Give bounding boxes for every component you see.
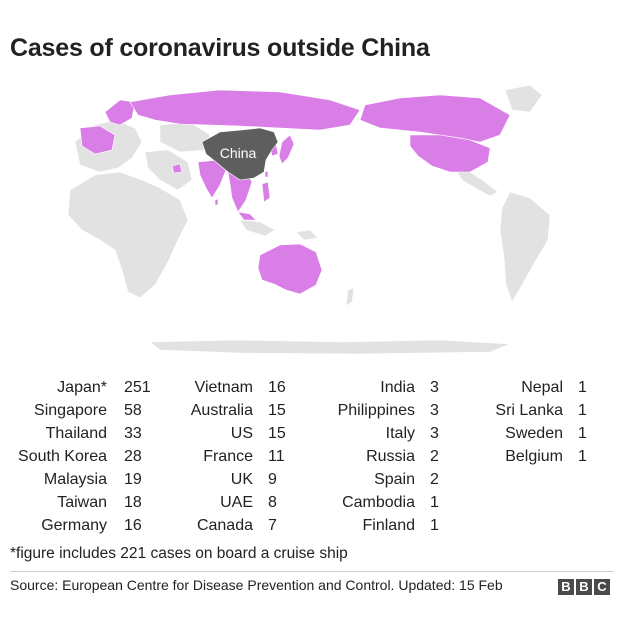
case-count: 16	[268, 379, 286, 396]
country-name: US	[230, 425, 253, 442]
region-europe-affected	[79, 125, 116, 155]
china-label: China	[220, 145, 257, 161]
case-count: 15	[268, 402, 286, 419]
country-name: Russia	[366, 448, 415, 465]
country-name: Spain	[374, 471, 415, 488]
country-name: France	[203, 448, 253, 465]
case-count: 251	[124, 379, 151, 396]
logo-letter: B	[558, 579, 574, 595]
case-count: 7	[268, 517, 277, 534]
region-sri-lanka	[214, 198, 219, 206]
world-map: China	[67, 84, 551, 355]
case-count: 33	[124, 425, 142, 442]
case-count: 8	[268, 494, 277, 511]
country-name: Australia	[190, 402, 253, 419]
case-count: 1	[578, 448, 587, 465]
country-name: Vietnam	[194, 379, 253, 396]
case-count: 19	[124, 471, 142, 488]
country-name: Japan*	[57, 379, 107, 396]
region-malaysia	[237, 211, 257, 221]
country-name: Philippines	[337, 402, 415, 419]
region-japan	[278, 134, 295, 165]
region-taiwan	[264, 170, 269, 178]
region-scandinavia	[104, 99, 136, 126]
chart-title: Cases of coronavirus outside China	[10, 34, 430, 62]
region-indonesia	[239, 219, 276, 237]
country-name: Sri Lanka	[495, 402, 563, 419]
logo-letter: C	[594, 579, 610, 595]
region-us	[409, 134, 491, 173]
country-name: Italy	[385, 425, 415, 442]
case-count: 3	[430, 379, 439, 396]
case-count: 3	[430, 425, 439, 442]
case-count: 58	[124, 402, 142, 419]
region-south-america	[499, 191, 551, 303]
country-name: Taiwan	[57, 494, 107, 511]
case-count: 1	[430, 494, 439, 511]
case-count: 28	[124, 448, 142, 465]
country-name: UK	[230, 471, 253, 488]
case-count: 15	[268, 425, 286, 442]
region-antarctica	[149, 339, 511, 355]
country-name: Belgium	[505, 448, 563, 465]
case-count: 1	[430, 517, 439, 534]
case-count: 3	[430, 402, 439, 419]
region-central-america	[454, 167, 499, 197]
case-table: Japan* 251 Singapore 58 Thailand 33 South Kore…	[0, 376, 624, 536]
region-central-asia	[159, 121, 211, 153]
case-count: 1	[578, 402, 587, 419]
country-name: South Korea	[18, 448, 107, 465]
case-count: 11	[268, 448, 285, 465]
case-count: 18	[124, 494, 142, 511]
country-name: UAE	[220, 494, 253, 511]
region-greenland	[504, 84, 543, 113]
case-count: 2	[430, 448, 439, 465]
region-china	[201, 127, 279, 181]
region-africa	[67, 171, 189, 299]
region-uae	[171, 163, 183, 174]
country-name: Cambodia	[342, 494, 415, 511]
region-new-zealand	[345, 287, 355, 307]
case-count: 16	[124, 517, 142, 534]
case-count: 1	[578, 379, 587, 396]
logo-letter: B	[576, 579, 592, 595]
divider	[10, 571, 614, 572]
case-count: 2	[430, 471, 439, 488]
region-png	[295, 229, 319, 241]
country-name: Germany	[41, 517, 107, 534]
country-name: Sweden	[505, 425, 563, 442]
region-philippines	[261, 181, 271, 203]
source-note: Source: European Centre for Disease Prev…	[10, 577, 503, 593]
case-count: 9	[268, 471, 277, 488]
country-name: Malaysia	[43, 471, 107, 488]
region-australia	[257, 243, 323, 295]
country-name: Thailand	[45, 425, 107, 442]
country-name: India	[380, 379, 415, 396]
country-name: Finland	[362, 517, 415, 534]
footnote: *figure includes 221 cases on board a cr…	[10, 545, 348, 562]
country-name: Nepal	[521, 379, 563, 396]
region-russia	[129, 89, 361, 131]
country-name: Singapore	[34, 402, 107, 419]
region-middle-east	[144, 149, 193, 191]
case-count: 1	[578, 425, 587, 442]
country-name: Canada	[196, 517, 253, 534]
